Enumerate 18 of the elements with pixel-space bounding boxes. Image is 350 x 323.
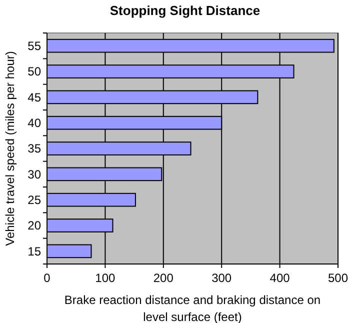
y-tick-label: 45 (28, 90, 42, 104)
y-tick-label: 25 (28, 193, 42, 208)
y-tick-label: 35 (28, 142, 42, 156)
x-tick-label: 0 (44, 271, 51, 285)
y-tick-label: 50 (28, 64, 42, 79)
y-axis-title: Vehicle travel speed (miles per hour) (3, 51, 17, 246)
y-tick-label: 30 (28, 167, 42, 182)
x-tick-label: 500 (328, 271, 348, 285)
y-tick-label: 15 (28, 244, 42, 258)
x-tick-label: 300 (212, 271, 232, 285)
bar (46, 244, 92, 258)
y-tick-label: 40 (28, 116, 42, 130)
x-tick-label: 200 (153, 271, 174, 285)
chart-title: Stopping Sight Distance (110, 3, 260, 18)
x-tick-label: 100 (95, 271, 116, 285)
y-tick-label: 55 (28, 39, 42, 54)
y-tick-label: 20 (28, 218, 42, 233)
x-tick-label: 400 (270, 271, 290, 285)
